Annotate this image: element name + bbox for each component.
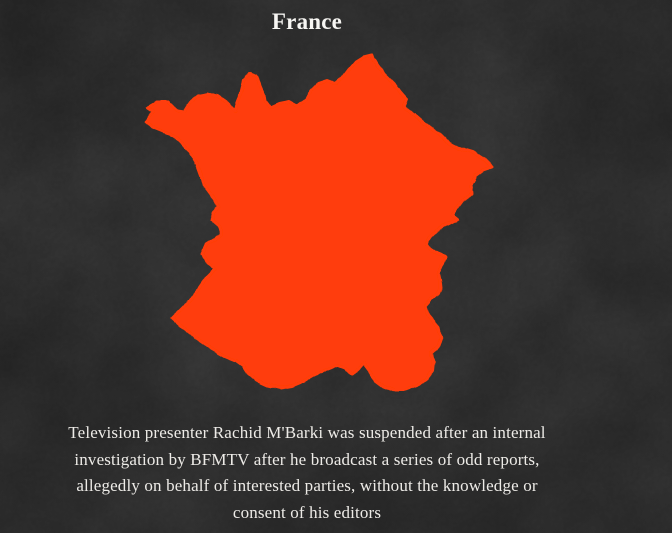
caption-line: investigation by BFMTV after he broadcas… — [74, 449, 540, 469]
caption-line: consent of his editors — [232, 502, 382, 522]
caption-line: Television presenter Rachid M'Barki was … — [68, 423, 546, 442]
caption-line: allegedly on behalf of interested partie… — [76, 476, 538, 495]
caption: Television presenter Rachid M'Barki was … — [3, 420, 611, 526]
france-map-shape — [144, 53, 494, 392]
country-title: France — [271, 9, 343, 34]
